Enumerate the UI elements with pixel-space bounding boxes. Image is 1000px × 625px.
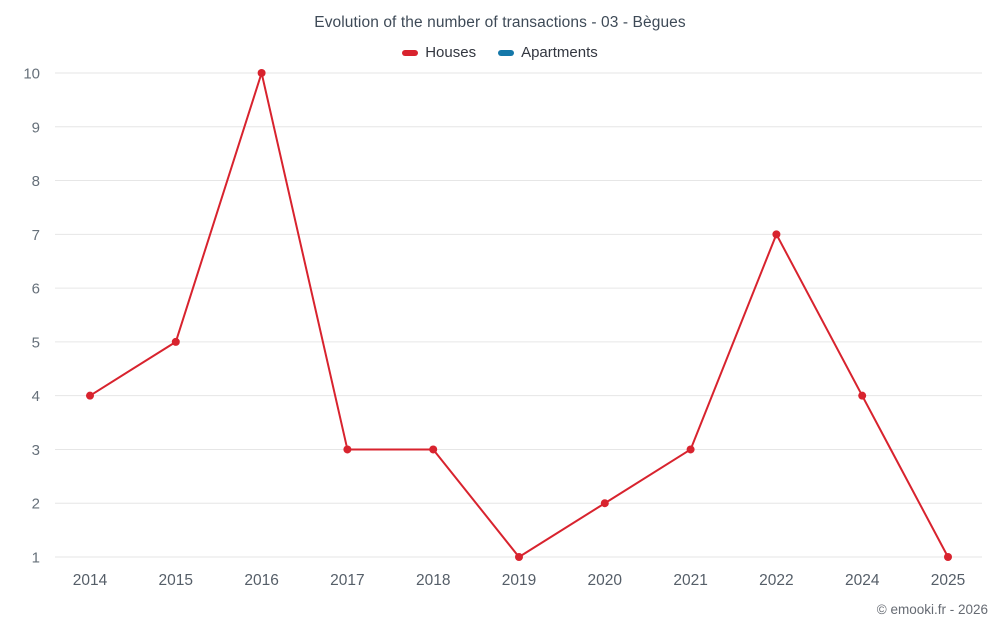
- legend: Houses Apartments: [0, 44, 1000, 61]
- x-axis-label: 2019: [502, 572, 536, 589]
- data-point-houses-2018[interactable]: [429, 445, 438, 454]
- apartments-legend-marker-icon: [498, 49, 515, 56]
- x-axis-label: 2021: [673, 572, 707, 589]
- x-axis-label: 2018: [416, 572, 450, 589]
- legend-item-apartments[interactable]: Apartments: [498, 44, 598, 61]
- series-line-houses: [89, 72, 949, 558]
- data-point-houses-2014[interactable]: [86, 391, 94, 400]
- y-axis-label: 5: [32, 334, 40, 351]
- y-axis-label: 9: [32, 119, 40, 136]
- x-axis-label: 2025: [931, 572, 965, 589]
- y-axis-label: 4: [32, 388, 40, 405]
- y-axis-label: 8: [32, 173, 40, 190]
- x-axis-label: 2016: [244, 572, 278, 589]
- data-point-houses-2015[interactable]: [171, 337, 180, 346]
- x-axis-label: 2014: [73, 572, 108, 589]
- data-point-houses-2025[interactable]: [944, 553, 952, 561]
- data-point-houses-2020[interactable]: [600, 499, 609, 508]
- y-axis-label: 1: [32, 550, 40, 567]
- chart-title: Evolution of the number of transactions …: [314, 14, 686, 31]
- data-point-houses-2019[interactable]: [515, 553, 523, 561]
- x-axis-label: 2015: [159, 572, 193, 589]
- houses-legend-marker-icon: [402, 49, 419, 56]
- x-axis-label: 2017: [330, 572, 364, 589]
- y-axis-label: 7: [32, 227, 40, 244]
- y-axis-label: 3: [32, 442, 40, 459]
- data-point-houses-2021[interactable]: [686, 445, 695, 454]
- y-axis-label: 6: [32, 281, 40, 298]
- x-axis-label: 2024: [845, 572, 880, 589]
- apartments-legend-label: Apartments: [521, 44, 598, 61]
- legend-item-houses[interactable]: Houses: [402, 44, 476, 61]
- houses-legend-label: Houses: [425, 44, 477, 61]
- data-point-houses-2024[interactable]: [858, 391, 867, 400]
- y-axis-label: 2: [32, 496, 40, 513]
- data-point-houses-2017[interactable]: [343, 445, 352, 454]
- x-axis-label: 2022: [759, 572, 793, 589]
- y-axis-label: 10: [23, 66, 40, 83]
- chart-footer-credit: © emooki.fr - 2026: [876, 602, 988, 617]
- x-axis-label: 2020: [588, 572, 623, 589]
- data-point-houses-2022[interactable]: [772, 230, 781, 239]
- data-point-houses-2016[interactable]: [257, 69, 266, 77]
